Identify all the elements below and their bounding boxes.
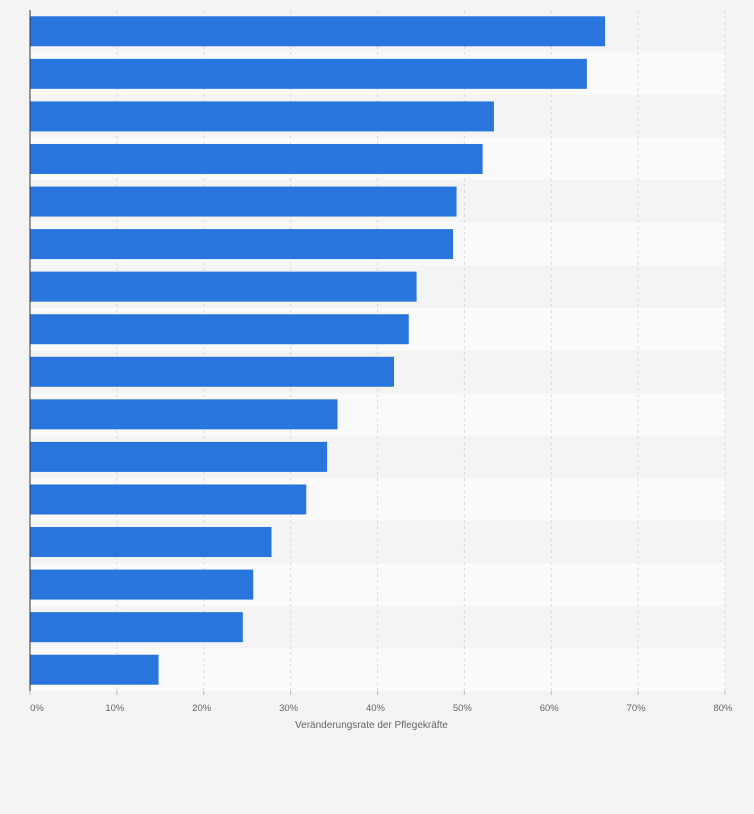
- bar[interactable]: [30, 271, 417, 302]
- x-tick-label: 80%: [713, 703, 733, 714]
- x-tick-label: 0%: [30, 703, 44, 714]
- bar[interactable]: [30, 356, 395, 387]
- bar[interactable]: [30, 101, 494, 132]
- x-tick-label: 50%: [453, 703, 473, 714]
- bar[interactable]: [30, 569, 254, 600]
- bar[interactable]: [30, 229, 454, 260]
- bar[interactable]: [30, 612, 243, 643]
- bar[interactable]: [30, 314, 409, 345]
- bar[interactable]: [30, 441, 328, 472]
- x-tick-label: 70%: [627, 703, 647, 714]
- bar[interactable]: [30, 58, 587, 89]
- x-axis-title: Veränderungsrate der Pflegekräfte: [295, 720, 448, 731]
- x-tick-label: 60%: [540, 703, 560, 714]
- bar[interactable]: [30, 16, 606, 47]
- x-tick-label: 20%: [192, 703, 212, 714]
- x-axis-ticks: 0% 10% 20% 30% 40% 50% 60% 70% 80%: [29, 691, 733, 714]
- bar[interactable]: [30, 654, 159, 685]
- bar[interactable]: [30, 527, 272, 558]
- x-tick-label: 10%: [105, 703, 125, 714]
- bar[interactable]: [30, 143, 483, 174]
- bar[interactable]: [30, 186, 457, 217]
- x-tick-label: 30%: [279, 703, 299, 714]
- x-tick-label: 40%: [366, 703, 386, 714]
- bar[interactable]: [30, 399, 338, 430]
- bars: [30, 16, 606, 685]
- bar[interactable]: [30, 484, 307, 515]
